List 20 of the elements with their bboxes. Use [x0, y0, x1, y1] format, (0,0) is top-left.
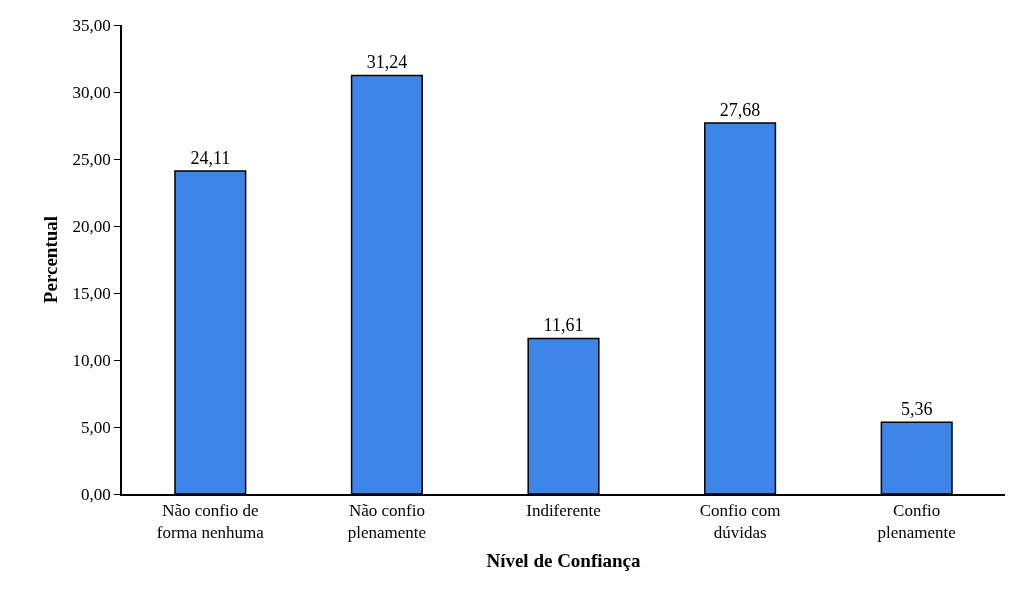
data-label: 31,24 [366, 52, 408, 73]
y-tick-label: 20,00 [72, 216, 111, 236]
x-tick-label: Indiferente [526, 501, 601, 521]
y-tick-label: 35,00 [72, 15, 111, 35]
data-label: 27,68 [719, 100, 761, 121]
data-label: 11,61 [543, 315, 584, 336]
x-tick-label: Confio com dúvidas [699, 501, 781, 543]
x-tick-label: Confio plenamente [877, 501, 956, 543]
y-tick-label: 25,00 [72, 149, 111, 169]
data-label: 24,11 [190, 147, 231, 168]
y-axis-title: Percentual [39, 215, 61, 304]
x-axis-title: Nível de Confiança [486, 549, 642, 571]
x-tick-label: Não confio plenamente [347, 501, 427, 543]
y-tick-label: 15,00 [72, 283, 111, 303]
x-tick-label: Não confio de forma nenhuma [156, 501, 265, 543]
data-label: 5,36 [900, 399, 933, 420]
y-tick-label: 30,00 [72, 82, 111, 102]
y-tick-label: 10,00 [72, 350, 111, 370]
y-tick-label: 5,00 [81, 417, 111, 437]
y-tick-label: 0,00 [81, 484, 111, 504]
